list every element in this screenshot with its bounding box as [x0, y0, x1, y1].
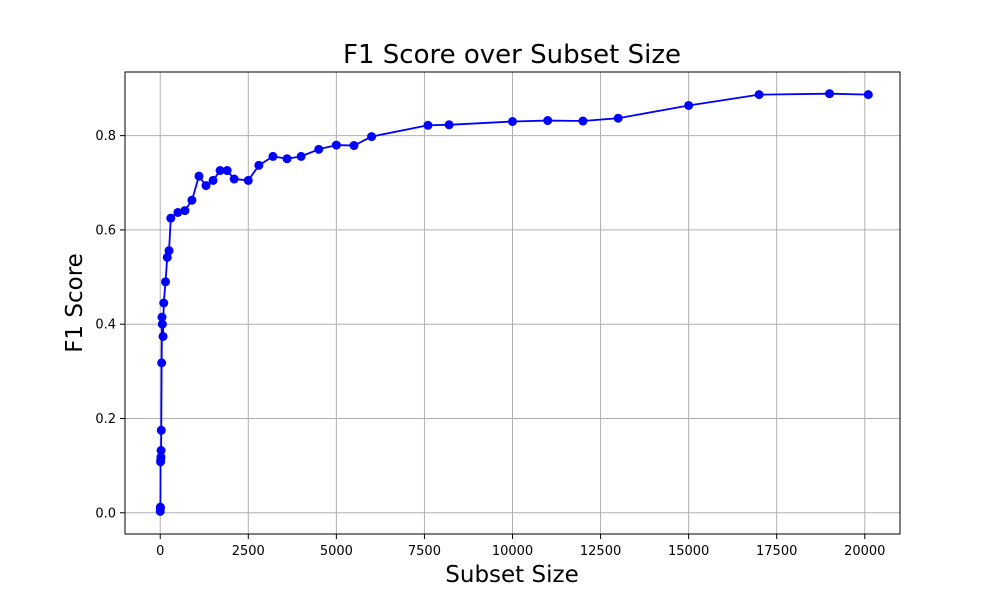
data-point: [157, 358, 167, 368]
data-point: [156, 425, 166, 435]
data-point: [187, 195, 197, 205]
x-tick-label: 0: [156, 544, 164, 559]
data-point: [156, 452, 166, 462]
series-line: [159, 92, 869, 512]
data-point: [201, 181, 211, 191]
data-point: [166, 213, 176, 223]
x-tick-label: 7500: [408, 544, 441, 559]
chart-title: F1 Score over Subset Size: [343, 40, 681, 70]
data-point: [825, 89, 835, 99]
data-point: [229, 174, 239, 184]
data-point: [155, 502, 165, 512]
y-tick-label: 0.6: [95, 223, 116, 238]
data-point: [156, 446, 166, 456]
data-point: [173, 207, 183, 217]
data-point: [243, 175, 253, 185]
data-point: [254, 160, 264, 170]
y-tick-label: 0.8: [95, 129, 116, 144]
data-point: [194, 171, 204, 181]
data-point: [367, 132, 377, 142]
data-point: [613, 113, 623, 123]
x-tick-label: 10000: [492, 544, 533, 559]
data-point: [423, 120, 433, 130]
data-point: [215, 166, 225, 176]
data-point: [158, 331, 168, 341]
data-point: [159, 298, 169, 308]
data-point: [578, 116, 588, 126]
y-tick-label: 0.2: [95, 412, 116, 427]
y-tick-label: 0.4: [95, 318, 116, 333]
x-tick-label: 17500: [756, 544, 797, 559]
data-point: [349, 141, 359, 151]
data-point: [161, 277, 171, 287]
series-layer: [155, 89, 873, 516]
data-point: [164, 246, 174, 256]
x-tick-label: 5000: [320, 544, 353, 559]
x-tick-label: 12500: [580, 544, 621, 559]
data-point: [331, 140, 341, 150]
y-tick-label: 0.0: [95, 506, 116, 521]
data-point: [314, 144, 324, 154]
grid-layer: [125, 72, 900, 534]
data-point: [268, 151, 278, 161]
x-tick-label: 20000: [844, 544, 885, 559]
data-point: [508, 117, 517, 126]
data-point: [180, 206, 190, 216]
data-point: [222, 166, 232, 176]
data-point: [157, 319, 167, 329]
data-point: [296, 151, 306, 161]
tick-layer: 0 2500 5000 7500 10000 12500 15000 17500 20000 0.…: [95, 129, 885, 559]
data-point: [282, 154, 292, 164]
y-axis-label: F1 Score: [62, 253, 88, 353]
x-axis-label: Subset Size: [445, 562, 578, 588]
x-tick-label: 2500: [232, 544, 265, 559]
data-point: [543, 116, 553, 126]
data-point: [157, 312, 167, 322]
data-point: [684, 100, 694, 110]
data-point: [863, 90, 873, 100]
x-tick-label: 15000: [668, 544, 709, 559]
data-point: [444, 120, 454, 130]
data-point: [754, 90, 764, 100]
data-point: [208, 175, 218, 185]
